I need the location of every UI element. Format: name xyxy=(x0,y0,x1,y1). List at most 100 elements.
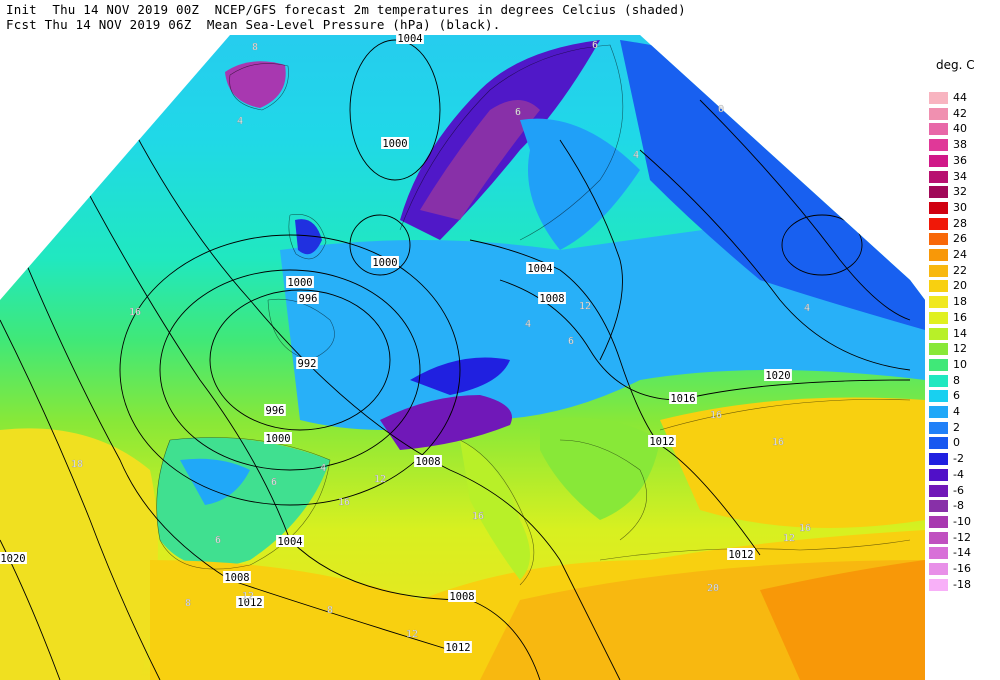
legend-swatch xyxy=(929,311,948,324)
isobar-label: 1008 xyxy=(449,591,474,603)
isobar-label-bg xyxy=(396,32,424,44)
isobar-label: 1016 xyxy=(670,393,695,405)
temperature-label: 6 xyxy=(592,40,598,51)
isobar-label-bg xyxy=(526,262,554,274)
color-legend: 44 42 40 38 36 34 32 30 28 26 24 22 20 18 16 14 12 10 8 6 4 2… xyxy=(929,92,999,596)
legend-swatch xyxy=(929,531,948,544)
isobar-label-bg xyxy=(381,137,409,149)
isobar-label-bg xyxy=(648,435,676,447)
isobar-label: 996 xyxy=(299,293,318,305)
legend-label: 42 xyxy=(953,106,967,120)
isobar-label-bg xyxy=(264,404,286,416)
legend-swatch xyxy=(929,327,948,340)
isobar-label-bg xyxy=(0,552,27,564)
legend-swatch xyxy=(929,578,948,591)
legend-swatch xyxy=(929,406,948,418)
temperature-label: 16 xyxy=(338,497,350,508)
temperature-label: 8 xyxy=(185,598,191,609)
temperature-label: 16 xyxy=(472,511,484,522)
isobar-label-bg xyxy=(444,641,472,653)
legend-swatch xyxy=(929,123,948,136)
isobar-label: 1008 xyxy=(539,293,564,305)
isobar-label-bg xyxy=(276,535,304,547)
legend-swatch xyxy=(929,500,948,513)
isobar-label: 1004 xyxy=(527,263,552,275)
isobar-label: 1012 xyxy=(649,436,674,448)
isobar-label: 1012 xyxy=(728,549,753,561)
temperature-label: 6 xyxy=(515,107,521,118)
isobar-label: 1000 xyxy=(287,277,312,289)
isobar-label-bg xyxy=(223,571,251,583)
isobar-label: 1012 xyxy=(445,642,470,654)
legend-label: 4 xyxy=(953,405,960,418)
temperature-label: 12 xyxy=(579,301,591,312)
legend-swatch xyxy=(929,217,948,230)
legend-label: 38 xyxy=(953,138,967,152)
legend-label: 40 xyxy=(953,122,967,136)
isobar-label-bg xyxy=(371,256,399,268)
temperature-label: 4 xyxy=(633,150,639,161)
isobar-label-bg xyxy=(236,596,264,608)
legend-swatch xyxy=(929,233,948,246)
temperature-label: 12 xyxy=(406,629,418,640)
legend-label: 0 xyxy=(953,436,960,450)
forecast-line: Fcst Thu 14 NOV 2019 06Z Mean Sea-Level … xyxy=(6,17,501,32)
legend-label: -6 xyxy=(953,483,964,497)
legend-label: 34 xyxy=(953,169,967,183)
temperature-label: 20 xyxy=(707,583,719,594)
legend-swatch xyxy=(929,107,948,120)
isobar-label-bg xyxy=(264,432,292,444)
legend-swatch xyxy=(929,280,948,293)
legend-label: -10 xyxy=(953,514,971,528)
legend-unit: deg. C xyxy=(936,58,975,72)
legend-label: 26 xyxy=(953,232,967,246)
temperature-label: 4 xyxy=(237,116,243,127)
legend-swatch xyxy=(929,468,948,481)
legend-label: -18 xyxy=(953,577,971,591)
legend-label: -14 xyxy=(953,546,971,560)
legend-swatch xyxy=(929,139,948,152)
legend-label: 18 xyxy=(953,295,967,309)
legend-swatch xyxy=(929,249,948,261)
init-line: Init Thu 14 NOV 2019 00Z NCEP/GFS foreca… xyxy=(6,2,686,17)
legend-swatch xyxy=(929,484,948,497)
legend-swatch xyxy=(929,515,948,528)
legend-swatch xyxy=(929,170,948,183)
isobar-label-bg xyxy=(538,292,566,304)
isobar-label: 992 xyxy=(298,358,317,370)
temperature-field xyxy=(0,35,925,680)
legend-label: 24 xyxy=(953,248,967,261)
legend-label: -16 xyxy=(953,562,971,575)
legend-swatch xyxy=(929,296,948,309)
temperature-label: 16 xyxy=(772,437,784,448)
legend-label: -8 xyxy=(953,499,964,513)
legend-label: 6 xyxy=(953,389,960,403)
legend-swatch xyxy=(929,421,948,434)
legend-label: 22 xyxy=(953,263,967,277)
legend-label: 28 xyxy=(953,216,967,230)
isobar-label: 1012 xyxy=(237,597,262,609)
isobar-label: 1000 xyxy=(372,257,397,269)
temperature-labels: 16 18 16 16 16 16 16 12 12 12 12 12 20 8 6 4 4 4 4 4 6 6 6 8 8 6 0 xyxy=(71,40,811,640)
isobar-label: 1008 xyxy=(224,572,249,584)
temperature-label: 6 xyxy=(215,535,221,546)
legend-label: 12 xyxy=(953,342,967,356)
weather-map: 1004 1000 1000 1004 1008 1000 996 992 996 1000 100… xyxy=(0,32,925,680)
temperature-label: 16 xyxy=(129,307,141,318)
legend-swatch xyxy=(929,264,948,277)
temperature-label: 12 xyxy=(242,591,254,602)
temperature-label: 4 xyxy=(804,303,810,314)
isobar-label-bg xyxy=(727,548,755,560)
legend-label: 10 xyxy=(953,357,967,371)
isobar-label-bg xyxy=(296,357,318,369)
temperature-label: 18 xyxy=(71,459,83,470)
legend-swatch xyxy=(929,154,948,167)
legend-label: 36 xyxy=(953,153,967,167)
isobar-label-bg xyxy=(414,455,442,467)
legend-swatch xyxy=(929,374,948,387)
legend-swatch xyxy=(929,358,948,371)
legend-swatch xyxy=(929,437,948,450)
temperature-label: 4 xyxy=(525,319,531,330)
legend-swatch xyxy=(929,186,948,199)
legend-label: 30 xyxy=(953,200,967,214)
